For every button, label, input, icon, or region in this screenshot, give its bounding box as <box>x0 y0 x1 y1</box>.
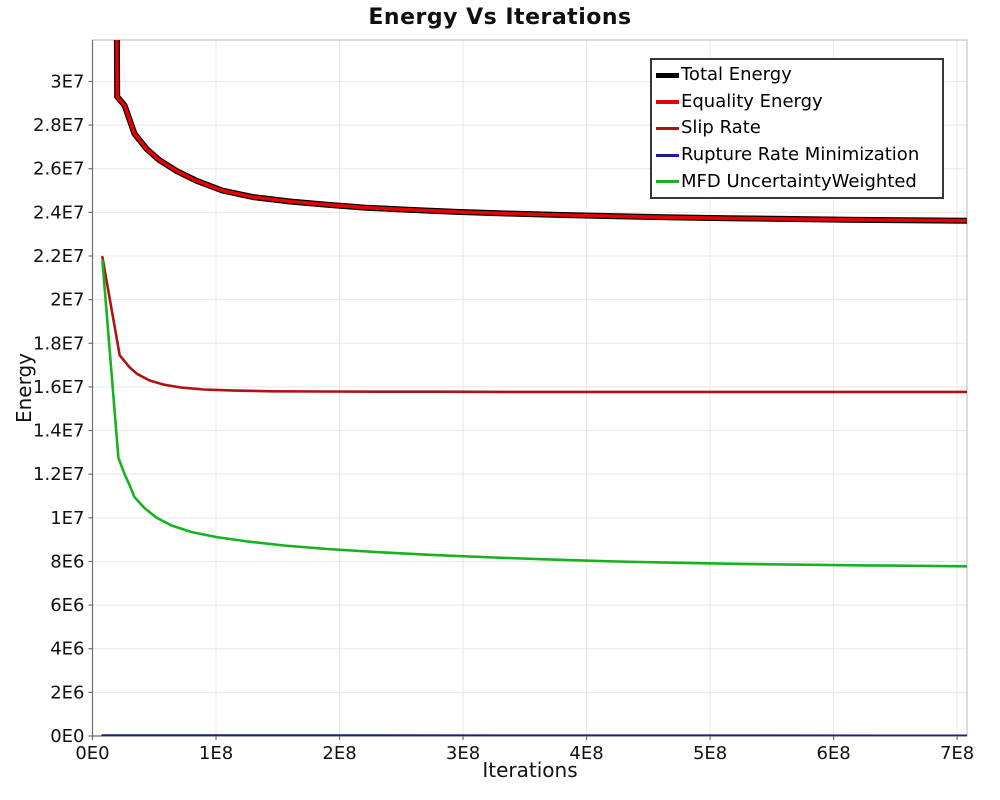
y-tick-label: 8E6 <box>50 551 84 572</box>
y-tick-label: 2.2E7 <box>33 246 84 267</box>
y-tick-label: 3E7 <box>50 71 84 92</box>
y-tick-label: 1.2E7 <box>33 464 84 485</box>
legend-label-equality-energy: Equality Energy <box>681 90 823 112</box>
y-tick-label: 1.8E7 <box>33 333 84 354</box>
series-line-slip-rate <box>101 255 967 394</box>
legend-swatch-total-energy <box>656 72 679 78</box>
legend-swatch-rupture-rate-minimization <box>656 153 679 157</box>
legend-swatch-slip-rate <box>656 126 679 130</box>
y-tick-label: 2E7 <box>50 290 84 311</box>
x-tick-label: 5E8 <box>693 743 727 764</box>
legend-item-mfd-uncertaintyweighted: MFD UncertaintyWeighted <box>656 170 940 192</box>
x-tick-label: 7E8 <box>940 743 974 764</box>
y-tick-label: 1.4E7 <box>33 421 84 442</box>
series-line-mfd-uncertaintyweighted <box>101 259 967 568</box>
legend-label-slip-rate: Slip Rate <box>681 117 761 139</box>
y-tick-label: 2.4E7 <box>33 202 84 223</box>
y-tick-label: 2.6E7 <box>33 159 84 180</box>
x-tick-label: 0E0 <box>75 743 109 764</box>
legend-label-mfd-uncertaintyweighted: MFD UncertaintyWeighted <box>681 170 917 192</box>
legend-swatch-mfd-uncertaintyweighted <box>656 180 679 184</box>
y-tick-label: 0E0 <box>50 726 84 747</box>
legend-item-rupture-rate-minimization: Rupture Rate Minimization <box>656 146 940 164</box>
chart-title: Energy Vs Iterations <box>368 5 632 30</box>
y-tick-label: 1E7 <box>50 508 84 529</box>
x-tick-label: 2E8 <box>322 743 356 764</box>
x-tick-label: 6E8 <box>816 743 850 764</box>
legend-swatch-equality-energy <box>656 99 679 104</box>
series-line-equality-energy <box>115 40 967 223</box>
legend-label-rupture-rate-minimization: Rupture Rate Minimization <box>681 144 920 166</box>
y-tick-label: 1.6E7 <box>33 377 84 398</box>
x-axis-label: Iterations <box>482 758 578 782</box>
legend-item-total-energy: Total Energy <box>656 66 940 84</box>
legend-item-slip-rate: Slip Rate <box>656 119 940 137</box>
legend: Total Energy Equality Energy Slip Rate Rupt… <box>650 58 944 199</box>
y-tick-label: 6E6 <box>50 595 84 616</box>
y-tick-label: 2.8E7 <box>33 115 84 136</box>
y-axis-label: Energy <box>12 352 36 424</box>
y-tick-label: 4E6 <box>50 639 84 660</box>
x-tick-label: 1E8 <box>199 743 233 764</box>
legend-item-equality-energy: Equality Energy <box>656 90 940 112</box>
legend-label-total-energy: Total Energy <box>681 64 792 86</box>
x-tick-label: 3E8 <box>446 743 480 764</box>
x-tick-label: 4E8 <box>569 743 603 764</box>
y-tick-label: 2E6 <box>50 682 84 703</box>
